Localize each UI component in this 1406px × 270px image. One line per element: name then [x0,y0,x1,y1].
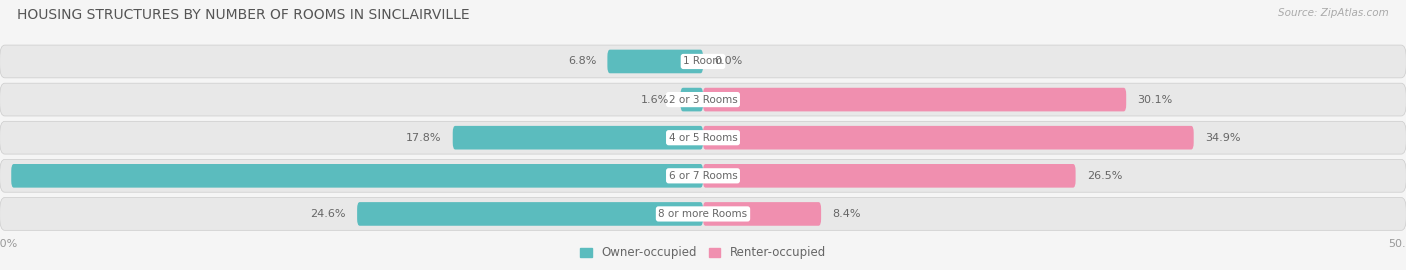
FancyBboxPatch shape [0,45,1406,78]
Text: 26.5%: 26.5% [1087,171,1122,181]
Text: 4 or 5 Rooms: 4 or 5 Rooms [669,133,737,143]
FancyBboxPatch shape [357,202,703,226]
Text: 1 Room: 1 Room [683,56,723,66]
Text: 24.6%: 24.6% [311,209,346,219]
Text: 8.4%: 8.4% [832,209,860,219]
FancyBboxPatch shape [453,126,703,150]
Text: 0.0%: 0.0% [714,56,742,66]
FancyBboxPatch shape [703,126,1194,150]
FancyBboxPatch shape [703,88,1126,112]
FancyBboxPatch shape [607,50,703,73]
Text: 6.8%: 6.8% [568,56,596,66]
FancyBboxPatch shape [0,198,1406,230]
Text: Source: ZipAtlas.com: Source: ZipAtlas.com [1278,8,1389,18]
Legend: Owner-occupied, Renter-occupied: Owner-occupied, Renter-occupied [575,242,831,264]
FancyBboxPatch shape [0,83,1406,116]
Text: 17.8%: 17.8% [406,133,441,143]
Text: 8 or more Rooms: 8 or more Rooms [658,209,748,219]
Text: 34.9%: 34.9% [1205,133,1240,143]
Text: 30.1%: 30.1% [1137,94,1173,104]
FancyBboxPatch shape [681,88,703,112]
FancyBboxPatch shape [0,159,1406,192]
FancyBboxPatch shape [0,121,1406,154]
FancyBboxPatch shape [11,164,703,188]
Text: 6 or 7 Rooms: 6 or 7 Rooms [669,171,737,181]
Text: HOUSING STRUCTURES BY NUMBER OF ROOMS IN SINCLAIRVILLE: HOUSING STRUCTURES BY NUMBER OF ROOMS IN… [17,8,470,22]
FancyBboxPatch shape [703,164,1076,188]
Text: 2 or 3 Rooms: 2 or 3 Rooms [669,94,737,104]
Text: 1.6%: 1.6% [641,94,669,104]
FancyBboxPatch shape [703,202,821,226]
